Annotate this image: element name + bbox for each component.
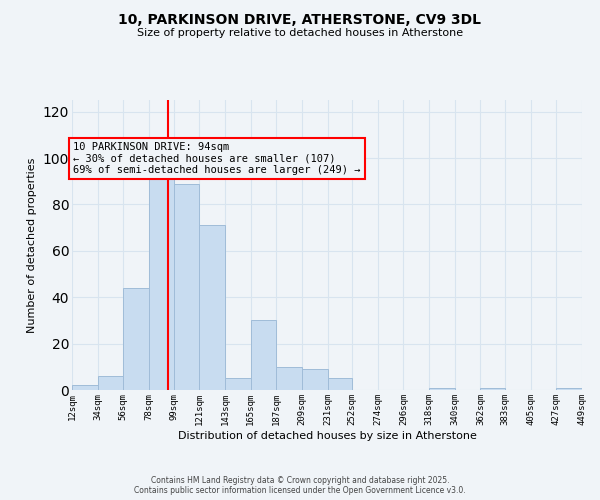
Bar: [481, 388, 505, 390]
Y-axis label: Number of detached properties: Number of detached properties: [27, 158, 37, 332]
Bar: [98, 376, 124, 390]
Bar: [173, 184, 199, 390]
Text: Size of property relative to detached houses in Atherstone: Size of property relative to detached ho…: [137, 28, 463, 38]
Bar: [149, 170, 173, 390]
Bar: [251, 320, 276, 390]
Bar: [328, 378, 352, 390]
Bar: [429, 388, 455, 390]
Bar: [225, 378, 251, 390]
Bar: [276, 367, 302, 390]
Text: 10 PARKINSON DRIVE: 94sqm
← 30% of detached houses are smaller (107)
69% of semi: 10 PARKINSON DRIVE: 94sqm ← 30% of detac…: [73, 142, 361, 175]
X-axis label: Distribution of detached houses by size in Atherstone: Distribution of detached houses by size …: [178, 430, 476, 440]
Bar: [124, 288, 149, 390]
Text: Contains HM Land Registry data © Crown copyright and database right 2025.
Contai: Contains HM Land Registry data © Crown c…: [134, 476, 466, 495]
Bar: [302, 369, 328, 390]
Bar: [199, 226, 225, 390]
Text: 10, PARKINSON DRIVE, ATHERSTONE, CV9 3DL: 10, PARKINSON DRIVE, ATHERSTONE, CV9 3DL: [119, 12, 482, 26]
Bar: [72, 386, 98, 390]
Bar: [556, 388, 582, 390]
